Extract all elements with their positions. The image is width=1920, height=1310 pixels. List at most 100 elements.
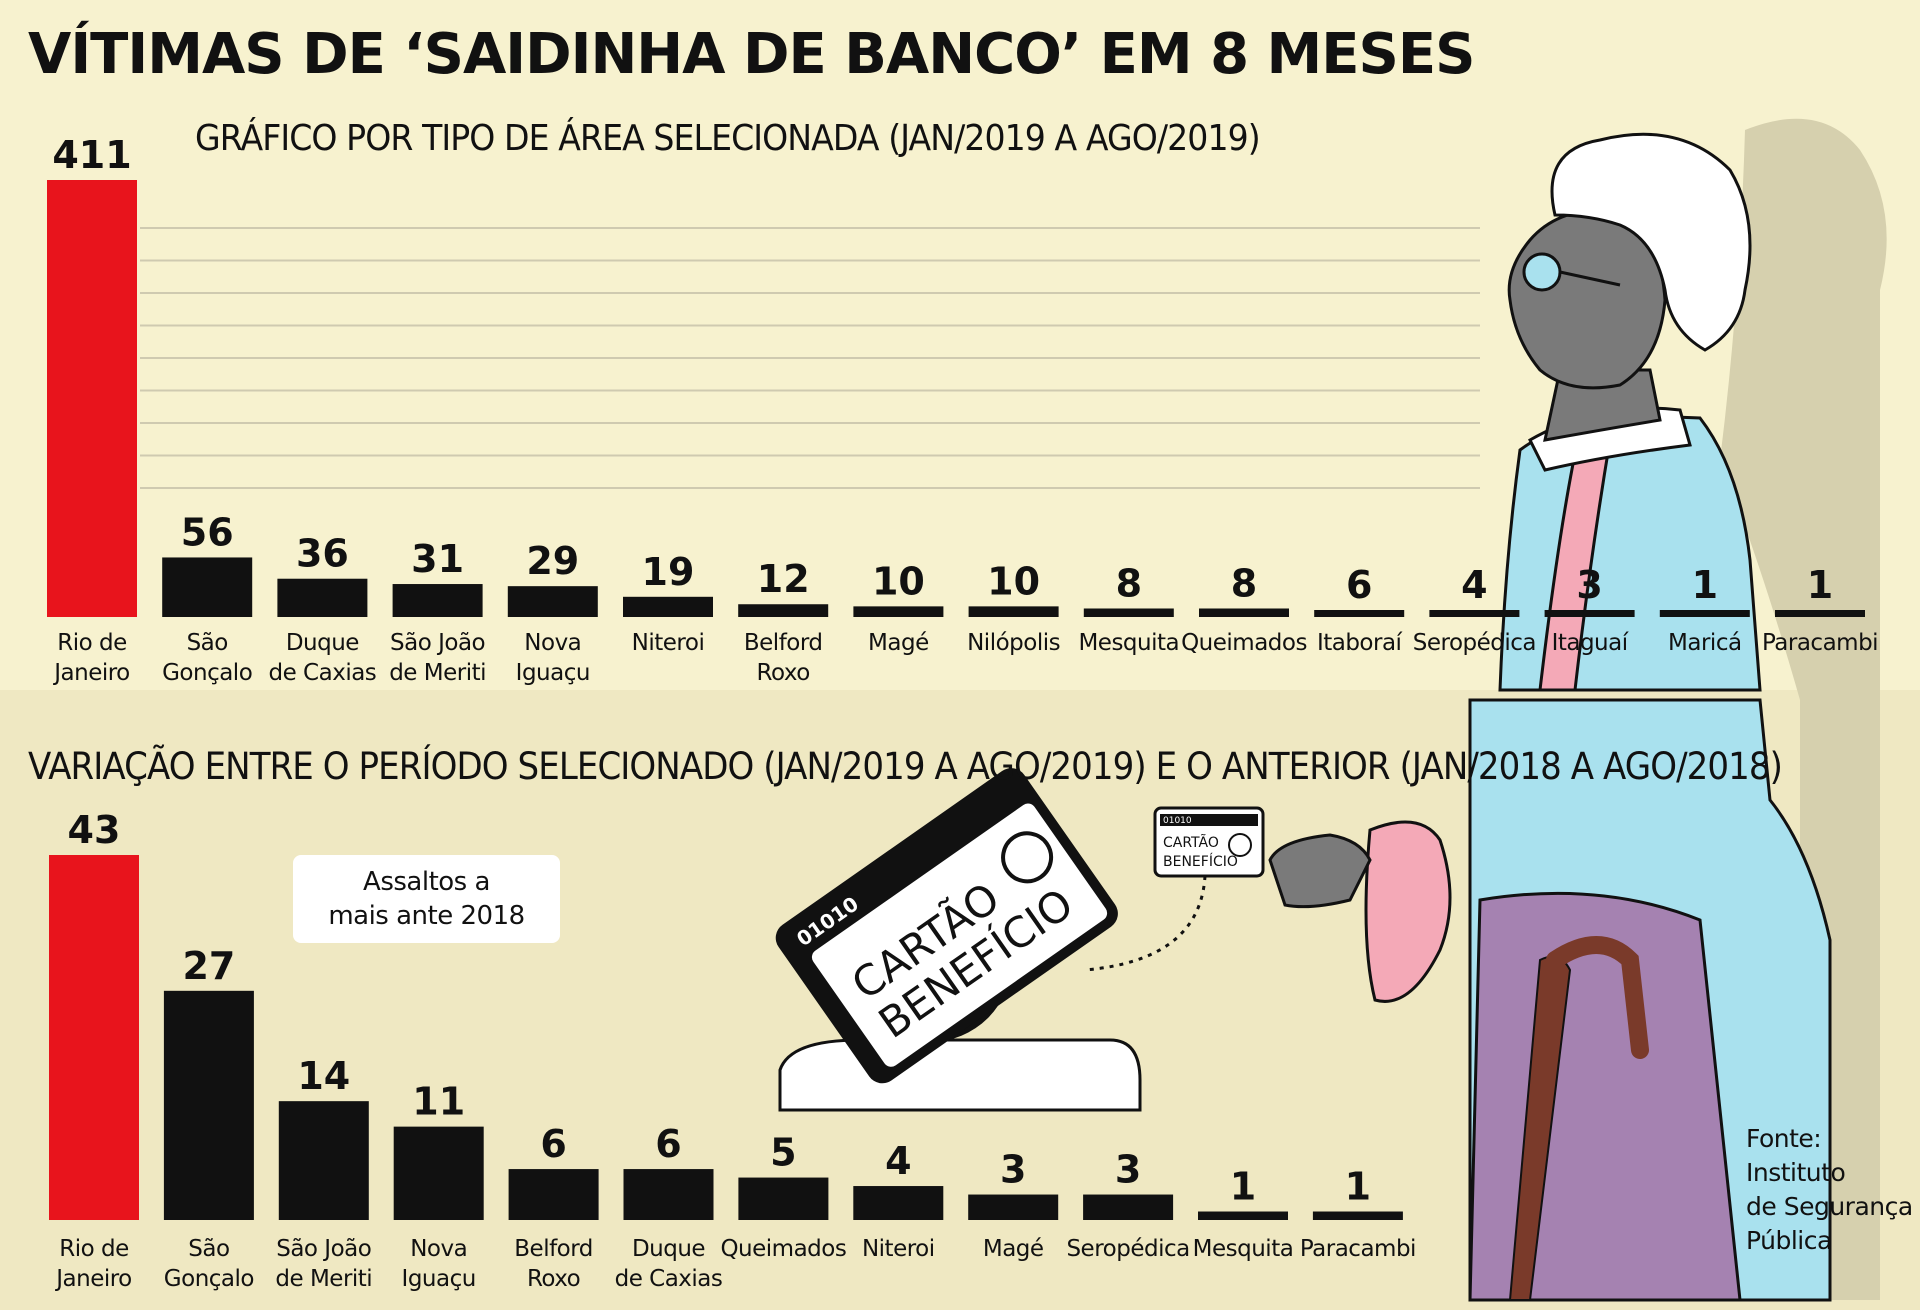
- chart1-category-label: Rio de: [57, 630, 127, 656]
- chart2-value-label: 3: [1115, 1148, 1141, 1192]
- chart2-bar: [49, 855, 139, 1220]
- chart1-bar: [1429, 610, 1520, 617]
- chart2-value-label: 27: [182, 944, 235, 988]
- chart2-category-label: Iguaçu: [402, 1266, 476, 1292]
- chart1-category-label: Paracambi: [1762, 630, 1878, 656]
- chart2-value-label: 1: [1230, 1165, 1256, 1209]
- chart1-value-label: 3: [1576, 563, 1602, 607]
- chart1-value-label: 31: [411, 537, 464, 581]
- chart1-bar: [968, 606, 1059, 617]
- chart2-bar: [623, 1169, 714, 1220]
- chart1-bar: [277, 578, 368, 617]
- chart1-title: GRÁFICO POR TIPO DE ÁREA SELECIONADA (JA…: [195, 118, 1261, 159]
- page-title: VÍTIMAS DE ‘SAIDINHA DE BANCO’ EM 8 MESE…: [28, 22, 1475, 87]
- chart1-category-label: Maricá: [1668, 630, 1742, 656]
- chart2-category-label: Magé: [983, 1236, 1044, 1262]
- chart1-value-label: 10: [872, 559, 925, 603]
- chart1-category-label: Niteroi: [632, 630, 705, 656]
- chart2-category-label: Roxo: [527, 1266, 580, 1292]
- chart1-bar: [392, 584, 483, 617]
- chart1-category-label: Duque: [286, 630, 359, 656]
- chart2-bar: [968, 1194, 1059, 1220]
- chart2-category-label: Janeiro: [54, 1266, 132, 1292]
- source-line1: Fonte:: [1746, 1124, 1822, 1153]
- chart2-value-label: 3: [1000, 1148, 1026, 1192]
- chart1-category-label: Magé: [868, 630, 929, 656]
- chart1-value-label: 6: [1346, 563, 1372, 607]
- chart1-category-label: Gonçalo: [162, 660, 252, 686]
- chart1-bar: [738, 604, 829, 617]
- chart2-bar: [1083, 1194, 1174, 1220]
- chart2-category-label: Belford: [514, 1236, 593, 1262]
- chart1-category-label: Mesquita: [1078, 630, 1179, 656]
- chart1-category-label: Iguaçu: [516, 660, 590, 686]
- chart2-category-label: Mesquita: [1193, 1236, 1294, 1262]
- chart2-value-label: 4: [885, 1139, 911, 1183]
- chart2-category-label: Gonçalo: [164, 1266, 254, 1292]
- chart1-bar: [507, 586, 598, 617]
- chart2-bar: [853, 1186, 944, 1220]
- chart1-value-label: 56: [181, 510, 234, 554]
- callout-line1: Assaltos a: [363, 867, 490, 897]
- chart2-category-label: São: [188, 1236, 229, 1262]
- chart1-bar: [1544, 610, 1635, 617]
- chart1-category-label: Nilópolis: [967, 630, 1060, 656]
- chart1-value-label: 8: [1116, 561, 1142, 605]
- chart1-value-label: 19: [642, 550, 695, 594]
- chart1-bar: [1083, 608, 1174, 617]
- chart1-category-label: Roxo: [757, 660, 810, 686]
- chart2-bar: [738, 1177, 829, 1220]
- chart1-category-label: Nova: [524, 630, 581, 656]
- chart1-category-label: de Meriti: [389, 660, 486, 686]
- chart2-category-label: de Meriti: [275, 1266, 372, 1292]
- chart2-bar: [163, 990, 254, 1220]
- chart1-category-label: São João: [390, 630, 485, 656]
- chart2-value-label: 11: [412, 1080, 465, 1124]
- chart2-category-label: Queimados: [720, 1236, 846, 1262]
- chart1-value-label: 1: [1807, 563, 1833, 607]
- source-note: Fonte: Instituto de Segurança Pública: [1746, 1122, 1916, 1258]
- chart1-bar: [623, 596, 713, 617]
- chart1-bar: [1659, 610, 1750, 617]
- chart2-value-label: 6: [655, 1122, 681, 1166]
- chart2-category-label: São João: [276, 1236, 371, 1262]
- chart1-category-label: Seropédica: [1413, 630, 1536, 656]
- chart2-value-label: 43: [68, 808, 121, 852]
- chart1-category-label: Itaboraí: [1317, 630, 1403, 656]
- chart1-value-label: 1: [1692, 563, 1718, 607]
- chart2-bar: [508, 1169, 599, 1220]
- source-line2: Instituto: [1746, 1158, 1846, 1187]
- chart1-category-label: São: [187, 630, 228, 656]
- chart1-category-label: Queimados: [1181, 630, 1307, 656]
- chart1-bar: [1199, 608, 1289, 617]
- chart1-category-label: Itaguaí: [1552, 630, 1629, 656]
- chart2-category-label: Duque: [632, 1236, 705, 1262]
- chart2-bar: [1312, 1211, 1403, 1220]
- chart1-value-label: 29: [526, 539, 579, 583]
- chart2-value-label: 14: [297, 1054, 350, 1098]
- chart2-value-label: 5: [770, 1131, 796, 1175]
- chart2-category-label: Nova: [410, 1236, 467, 1262]
- source-line4: Pública: [1746, 1226, 1832, 1255]
- chart1-bar: [162, 557, 253, 617]
- chart2-value-label: 6: [540, 1122, 566, 1166]
- chart1-bar: [853, 606, 944, 617]
- callout-box: Assaltos a mais ante 2018: [293, 855, 560, 943]
- chart2-category-label: Paracambi: [1300, 1236, 1416, 1262]
- source-line3: de Segurança: [1746, 1192, 1913, 1221]
- chart1-bar: [47, 180, 137, 617]
- chart1-value-label: 8: [1231, 561, 1257, 605]
- callout-line2: mais ante 2018: [328, 901, 525, 931]
- chart2-bar: [1198, 1211, 1288, 1220]
- chart1-bar: [1775, 610, 1865, 617]
- chart2-value-label: 1: [1345, 1165, 1371, 1209]
- chart2-bar: [393, 1126, 484, 1220]
- chart1-value-label: 12: [757, 557, 810, 601]
- chart2-category-label: de Caxias: [615, 1266, 723, 1292]
- chart2-category-label: Niteroi: [862, 1236, 935, 1262]
- chart1-value-label: 411: [52, 133, 131, 177]
- chart2-bar: [278, 1101, 369, 1220]
- chart1-value-label: 36: [296, 532, 349, 576]
- chart1-category-label: Belford: [744, 630, 823, 656]
